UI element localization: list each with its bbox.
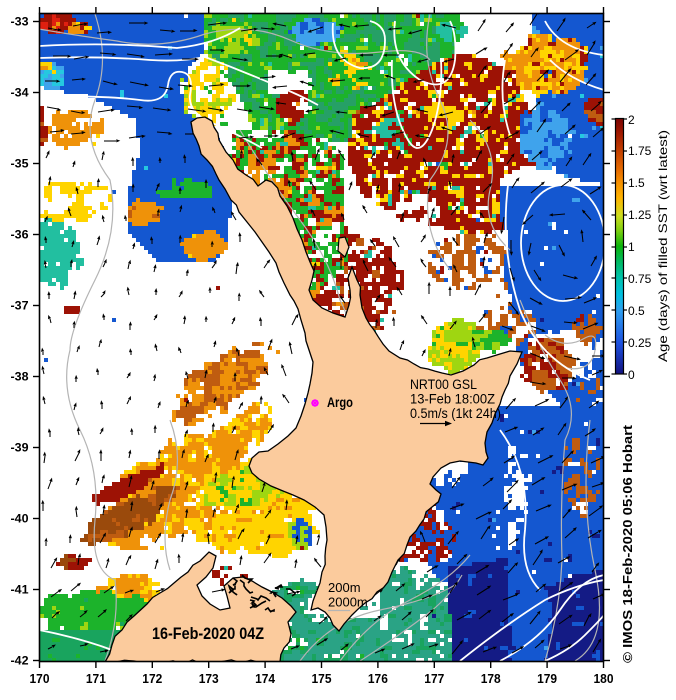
svg-text:-42: -42 [11, 654, 29, 668]
svg-text:180: 180 [594, 671, 614, 686]
svg-text:173: 173 [199, 671, 219, 686]
svg-text:-34: -34 [11, 86, 29, 100]
svg-text:175: 175 [312, 671, 332, 686]
svg-text:174: 174 [255, 671, 276, 686]
svg-text:0: 0 [628, 368, 635, 382]
svg-text:1.25: 1.25 [628, 208, 652, 222]
svg-text:NRT00 GSL: NRT00 GSL [410, 377, 477, 392]
svg-text:-33: -33 [11, 15, 29, 29]
svg-text:200m: 200m [328, 580, 361, 595]
svg-text:Argo: Argo [327, 394, 353, 410]
svg-text:179: 179 [537, 671, 557, 686]
svg-text:172: 172 [142, 671, 162, 686]
svg-text:2000m: 2000m [328, 595, 368, 610]
svg-text:0.25: 0.25 [628, 336, 652, 350]
svg-text:171: 171 [86, 671, 106, 686]
svg-text:16-Feb-2020 04Z: 16-Feb-2020 04Z [152, 625, 264, 643]
svg-text:-36: -36 [11, 228, 29, 242]
svg-text:176: 176 [368, 671, 388, 686]
svg-text:-41: -41 [11, 583, 29, 597]
svg-text:Age (days) of filled SST (wrt: Age (days) of filled SST (wrt latest) [656, 130, 670, 362]
svg-text:2: 2 [628, 113, 635, 127]
svg-text:-40: -40 [11, 512, 29, 526]
svg-text:177: 177 [424, 671, 444, 686]
svg-text:0.5m/s (1kt 24h): 0.5m/s (1kt 24h) [410, 406, 501, 421]
svg-text:170: 170 [30, 671, 50, 686]
svg-text:1: 1 [628, 240, 635, 254]
svg-text:0.5: 0.5 [628, 304, 645, 318]
svg-text:-38: -38 [11, 370, 29, 384]
svg-text:1.75: 1.75 [628, 144, 652, 158]
svg-text:13-Feb 18:00Z: 13-Feb 18:00Z [410, 392, 495, 407]
svg-text:1.5: 1.5 [628, 176, 645, 190]
svg-text:0.75: 0.75 [628, 272, 652, 286]
svg-text:178: 178 [481, 671, 501, 686]
svg-text:-39: -39 [11, 441, 29, 455]
svg-text:-35: -35 [11, 157, 29, 171]
svg-text:-37: -37 [11, 299, 29, 313]
svg-text:© IMOS 18-Feb-2020 05:06 Hobar: © IMOS 18-Feb-2020 05:06 Hobart [620, 424, 635, 663]
